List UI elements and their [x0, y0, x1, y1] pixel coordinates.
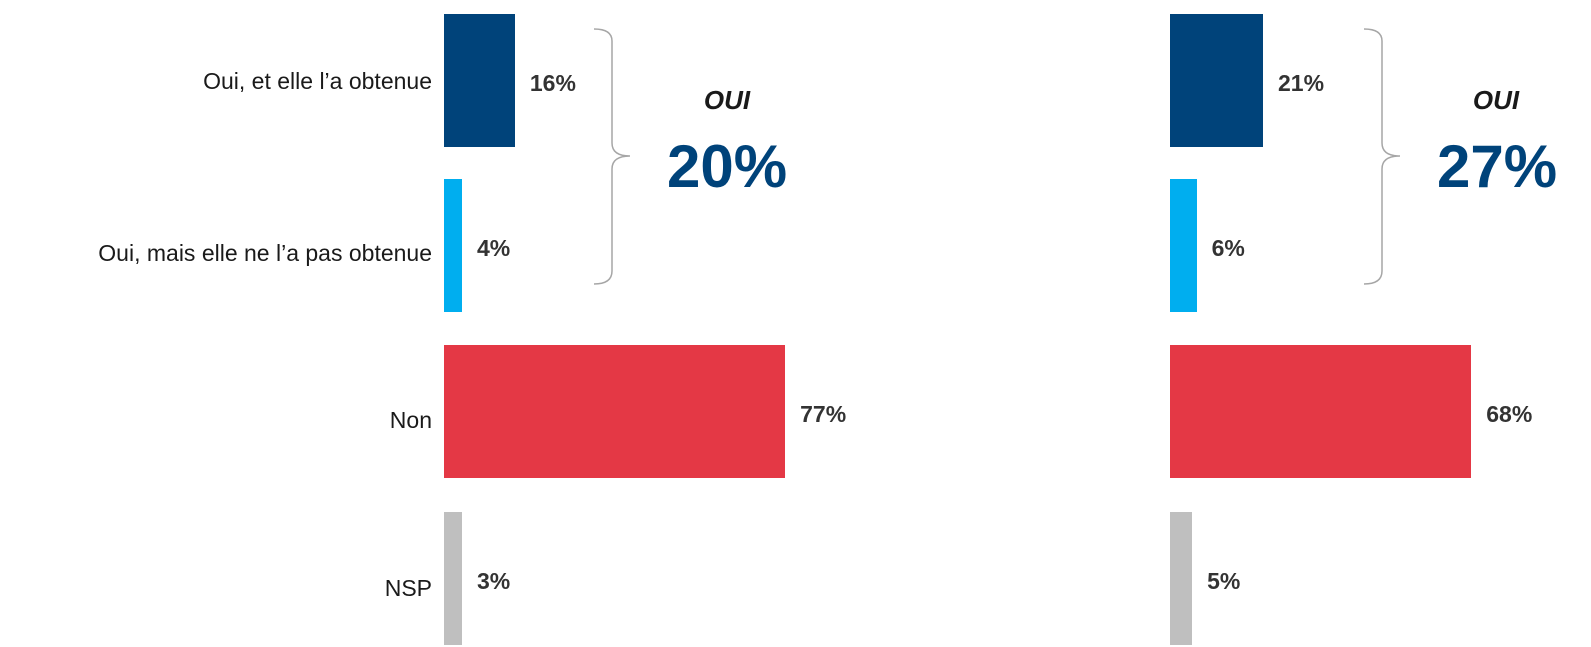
bar-oui-pas-obtenue	[444, 179, 462, 312]
group-label: OUI	[1472, 85, 1520, 115]
value-label-non: 68%	[1486, 401, 1533, 427]
category-label-nsp: NSP	[384, 575, 432, 601]
value-label-oui-pas-obtenue: 4%	[477, 235, 511, 261]
group-total: 27%	[1436, 133, 1558, 200]
value-label-oui-pas-obtenue: 6%	[1211, 235, 1245, 261]
group-brace	[593, 28, 631, 285]
value-label-oui-obtenue: 16%	[529, 70, 576, 96]
value-label-nsp: 3%	[477, 568, 511, 594]
value-label-nsp: 5%	[1207, 568, 1241, 594]
category-label-oui-obtenue: Oui, et elle l’a obtenue	[203, 68, 432, 94]
category-label-oui-pas-obtenue: Oui, mais elle ne l’a pas obtenue	[98, 240, 432, 266]
value-label-non: 77%	[800, 401, 847, 427]
bar-non	[444, 345, 786, 478]
bar-oui-obtenue	[1170, 14, 1264, 147]
bar-non	[1170, 345, 1472, 478]
value-label-oui-obtenue: 21%	[1278, 70, 1325, 96]
group-brace	[1363, 28, 1401, 285]
group-label: OUI	[703, 85, 751, 115]
bar-nsp	[1170, 512, 1193, 645]
bar-oui-obtenue	[444, 14, 515, 147]
group-total: 20%	[666, 133, 788, 200]
bar-oui-pas-obtenue	[1170, 179, 1197, 312]
category-label-non: Non	[389, 407, 432, 433]
bar-nsp	[444, 512, 462, 645]
